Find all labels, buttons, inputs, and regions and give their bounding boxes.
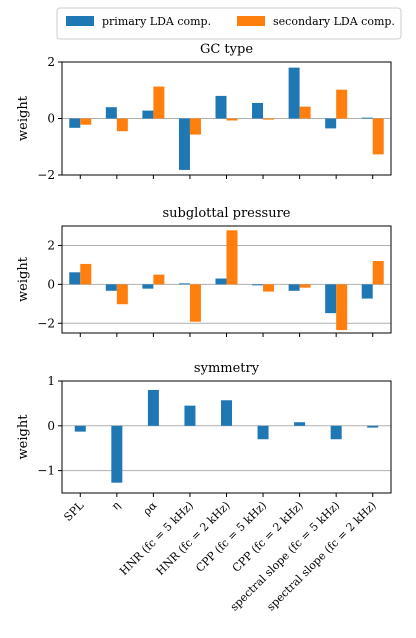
bar-secondary — [299, 106, 311, 119]
bar-secondary — [372, 261, 384, 285]
bar-primary — [111, 425, 123, 483]
bar-secondary — [263, 118, 275, 120]
y-tick-label: 0 — [47, 112, 55, 126]
bar-secondary — [189, 284, 201, 322]
bar-primary — [252, 102, 264, 119]
bar-secondary — [153, 274, 165, 285]
panel-title: GC type — [200, 42, 253, 57]
x-tick-label-1: SPL — [61, 498, 86, 523]
bar-secondary — [336, 284, 348, 331]
bar-secondary — [116, 118, 128, 132]
bar-primary — [288, 67, 300, 119]
legend: primary LDA comp. secondary LDA comp. — [56, 7, 402, 40]
panel-title: symmetry — [194, 361, 260, 376]
bar-primary — [105, 284, 117, 291]
bar-primary — [325, 118, 337, 129]
bar-primary — [288, 284, 300, 291]
y-axis-label: weight — [16, 95, 31, 141]
bar-primary — [252, 284, 264, 286]
y-tick-label: −2 — [37, 168, 55, 182]
bar-secondary — [226, 230, 238, 285]
x-tick-label-2: η — [109, 499, 123, 513]
bar-primary — [294, 422, 306, 426]
bar-primary — [361, 117, 373, 119]
bar-secondary — [116, 284, 128, 305]
bar-primary — [330, 425, 342, 440]
panel-1: −2 0 2 GC type weight — [16, 42, 392, 182]
bar-primary — [367, 425, 379, 428]
bar-primary — [147, 389, 159, 426]
y-tick-label: 1 — [47, 374, 55, 388]
bar-primary — [184, 405, 196, 426]
y-axis-label: weight — [16, 414, 31, 460]
bar-secondary — [226, 118, 238, 121]
bar-primary — [142, 284, 154, 289]
bar-primary — [178, 283, 190, 285]
bar-secondary — [336, 89, 348, 119]
bar-secondary — [189, 118, 201, 135]
legend-swatch-2 — [237, 16, 265, 26]
legend-frame — [56, 7, 402, 40]
bar-secondary — [80, 263, 92, 285]
panel-3: −1 0 1 symmetry weight — [16, 361, 392, 497]
bar-primary — [74, 425, 86, 432]
y-tick-label: 0 — [47, 419, 55, 433]
panel-2: −2 0 2 subglottal pressure weight — [16, 206, 392, 337]
bar-primary — [69, 118, 81, 128]
bar-secondary — [80, 118, 92, 125]
chart-panels: −2 0 2 GC type weight −2 0 2 subglottal pressure… — [16, 42, 392, 497]
legend-swatch-1 — [66, 16, 94, 26]
y-tick-label: −2 — [37, 316, 55, 330]
legend-label-2: secondary LDA comp. — [273, 15, 395, 28]
bar-primary — [325, 284, 337, 314]
bar-primary — [361, 284, 373, 299]
bar-primary — [215, 278, 227, 285]
y-axis-label: weight — [16, 256, 31, 302]
bar-primary — [105, 107, 117, 119]
y-tick-label: 0 — [47, 277, 55, 291]
y-tick-label: −1 — [37, 464, 55, 478]
bar-secondary — [372, 118, 384, 155]
panel-title: subglottal pressure — [162, 206, 290, 221]
bar-primary — [69, 272, 81, 285]
bar-secondary — [263, 284, 275, 292]
legend-label-1: primary LDA comp. — [102, 15, 211, 28]
bar-secondary — [299, 284, 311, 288]
bar-primary — [178, 118, 190, 170]
bar-primary — [215, 95, 227, 119]
bar-primary — [142, 110, 154, 119]
x-tick-label-3: ρα — [140, 499, 159, 518]
bar-primary — [221, 400, 232, 426]
bar-primary — [257, 425, 269, 440]
bar-secondary — [153, 86, 165, 119]
y-tick-label: 2 — [47, 238, 55, 252]
y-tick-label: 2 — [47, 55, 55, 69]
